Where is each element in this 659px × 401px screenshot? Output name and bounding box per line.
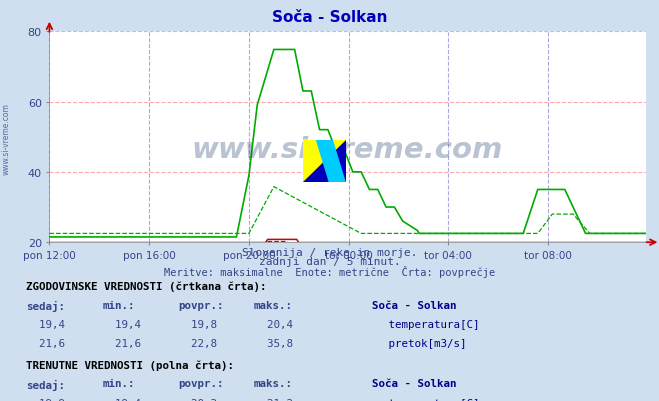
- Text: www.si-vreme.com: www.si-vreme.com: [192, 136, 503, 164]
- Text: 19,4: 19,4: [26, 319, 65, 329]
- Text: 21,6: 21,6: [26, 338, 65, 348]
- Text: www.si-vreme.com: www.si-vreme.com: [2, 103, 11, 174]
- Text: Meritve: maksimalne  Enote: metrične  Črta: povprečje: Meritve: maksimalne Enote: metrične Črta…: [164, 265, 495, 277]
- Text: min.:: min.:: [102, 300, 134, 310]
- Text: sedaj:: sedaj:: [26, 300, 65, 311]
- Text: 19,4: 19,4: [102, 398, 141, 401]
- Text: 21,2: 21,2: [254, 398, 293, 401]
- Text: Soča - Solkan: Soča - Solkan: [272, 10, 387, 25]
- Text: 19,9: 19,9: [26, 398, 65, 401]
- Text: 20,3: 20,3: [178, 398, 217, 401]
- Text: 20,4: 20,4: [254, 319, 293, 329]
- Text: 35,8: 35,8: [254, 338, 293, 348]
- Text: Soča - Solkan: Soča - Solkan: [372, 300, 457, 310]
- Text: povpr.:: povpr.:: [178, 300, 223, 310]
- Text: 22,8: 22,8: [178, 338, 217, 348]
- Text: Soča - Solkan: Soča - Solkan: [372, 379, 457, 389]
- Polygon shape: [316, 140, 346, 182]
- Text: 21,6: 21,6: [102, 338, 141, 348]
- Text: TRENUTNE VREDNOSTI (polna črta):: TRENUTNE VREDNOSTI (polna črta):: [26, 359, 235, 370]
- Text: temperatura[C]: temperatura[C]: [382, 398, 480, 401]
- Text: 19,8: 19,8: [178, 319, 217, 329]
- Text: temperatura[C]: temperatura[C]: [382, 319, 480, 329]
- Text: ZGODOVINSKE VREDNOSTI (črtkana črta):: ZGODOVINSKE VREDNOSTI (črtkana črta):: [26, 281, 267, 291]
- Text: 19,4: 19,4: [102, 319, 141, 329]
- Text: povpr.:: povpr.:: [178, 379, 223, 389]
- Text: min.:: min.:: [102, 379, 134, 389]
- Polygon shape: [303, 140, 346, 182]
- Text: zadnji dan / 5 minut.: zadnji dan / 5 minut.: [258, 257, 401, 267]
- Text: maks.:: maks.:: [254, 300, 293, 310]
- Text: Slovenija / reke in morje.: Slovenija / reke in morje.: [242, 248, 417, 258]
- Text: pretok[m3/s]: pretok[m3/s]: [382, 338, 467, 348]
- Polygon shape: [303, 140, 346, 182]
- Text: sedaj:: sedaj:: [26, 379, 65, 389]
- Text: maks.:: maks.:: [254, 379, 293, 389]
